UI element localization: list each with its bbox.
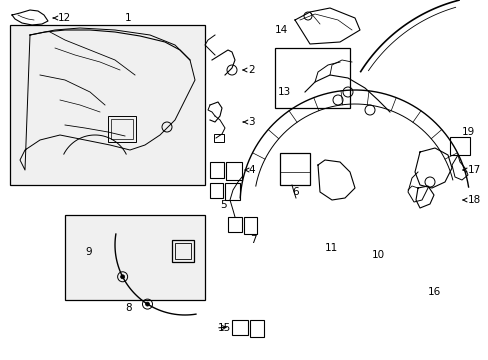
Text: 7: 7 xyxy=(249,235,256,245)
Bar xyxy=(249,320,264,337)
Text: 8: 8 xyxy=(125,303,131,313)
Text: 17: 17 xyxy=(467,165,480,175)
Bar xyxy=(231,320,247,335)
Bar xyxy=(225,162,242,180)
Text: 16: 16 xyxy=(427,287,440,297)
Text: 4: 4 xyxy=(247,165,254,175)
Text: 14: 14 xyxy=(274,25,287,35)
Text: 10: 10 xyxy=(371,250,385,260)
Bar xyxy=(108,116,136,142)
Bar xyxy=(175,243,191,259)
Text: 5: 5 xyxy=(220,200,226,210)
Text: 2: 2 xyxy=(247,65,254,75)
Text: 9: 9 xyxy=(85,247,91,257)
Text: 15: 15 xyxy=(218,323,231,333)
Bar xyxy=(214,134,224,142)
Text: 12: 12 xyxy=(58,13,71,23)
Bar xyxy=(280,153,309,185)
Bar xyxy=(111,119,133,139)
Bar xyxy=(172,240,194,262)
Bar xyxy=(244,217,257,234)
Text: 19: 19 xyxy=(461,127,474,137)
Circle shape xyxy=(145,302,149,306)
Bar xyxy=(227,217,242,232)
Text: 13: 13 xyxy=(278,87,291,97)
Text: 1: 1 xyxy=(125,13,131,23)
Bar xyxy=(224,183,240,200)
Circle shape xyxy=(121,275,124,279)
Bar xyxy=(449,137,469,155)
Text: 18: 18 xyxy=(467,195,480,205)
Text: 6: 6 xyxy=(291,187,298,197)
Bar xyxy=(10,25,204,185)
Text: 3: 3 xyxy=(247,117,254,127)
Bar xyxy=(274,48,349,108)
Text: 11: 11 xyxy=(325,243,338,253)
Bar xyxy=(209,162,224,178)
Bar xyxy=(65,215,204,300)
Bar xyxy=(209,183,223,198)
